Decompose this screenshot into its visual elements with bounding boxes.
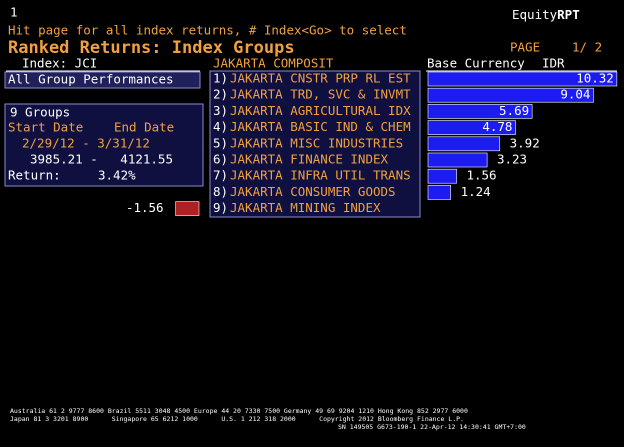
group-name[interactable]: JAKARTA BASIC IND & CHEM (230, 119, 411, 134)
group-name[interactable]: JAKARTA MINING INDEX (230, 200, 381, 215)
group-name[interactable]: JAKARTA TRD, SVC & INVMT (230, 87, 411, 102)
title: Ranked Returns: Index Groups (8, 38, 295, 58)
currency: IDR (542, 56, 565, 71)
bar (175, 201, 200, 216)
page-num: 1 (10, 5, 18, 20)
rank-number[interactable]: 4) (213, 119, 228, 134)
footer: Australia 61 2 9777 8600 Brazil 5511 304… (10, 407, 526, 431)
groups: 9 Groups (10, 105, 70, 120)
rank-number[interactable]: 5) (213, 135, 228, 150)
group-name[interactable]: JAKARTA FINANCE INDEX (230, 152, 389, 167)
value-label: 9.04 (560, 87, 590, 102)
ranking-box (209, 70, 421, 218)
brand-b: RPT (557, 7, 580, 22)
bar (427, 185, 451, 200)
page-of: 1/ 2 (572, 40, 602, 55)
bar (427, 120, 516, 135)
value-label: 3.23 (497, 152, 527, 167)
rank-number[interactable]: 3) (213, 103, 228, 118)
all-groups[interactable]: All Group Performances (8, 72, 174, 87)
start-label: Start Date (8, 120, 83, 135)
index-name: JAKARTA COMPOSIT (213, 56, 334, 71)
group-name[interactable]: JAKARTA CNSTR PRP RL EST (230, 71, 411, 86)
group-name[interactable]: JAKARTA INFRA UTIL TRANS (230, 168, 411, 183)
dates: 2/29/12 - 3/31/12 (22, 136, 150, 151)
group-name[interactable]: JAKARTA AGRICULTURAL IDX (230, 103, 411, 118)
value-label: 1.56 (466, 168, 496, 183)
value-label: 3.92 (510, 135, 540, 150)
rank-number[interactable]: 7) (213, 168, 228, 183)
rank-number[interactable]: 2) (213, 87, 228, 102)
footer-line: Japan 81 3 3201 8900 Singapore 65 6212 1… (10, 415, 464, 423)
brand-a: Equity (512, 7, 558, 22)
rank-number[interactable]: 6) (213, 152, 228, 167)
levels: 3985.21 - 4121.55 (30, 152, 173, 167)
bar (427, 87, 594, 103)
brand: EquityRPT (512, 7, 580, 22)
value-label: 4.78 (482, 119, 512, 134)
footer-line: Australia 61 2 9777 8600 Brazil 5511 304… (10, 407, 468, 415)
value-label: 1.24 (461, 184, 491, 199)
rank-number[interactable]: 9) (213, 200, 228, 215)
bar (427, 136, 501, 152)
return-value: 3.42% (98, 168, 136, 183)
rank-number[interactable]: 8) (213, 184, 228, 199)
rank-number[interactable]: 1) (213, 71, 228, 86)
bar (427, 152, 488, 168)
hint: Hit page for all index returns, # Index<… (8, 23, 407, 38)
value-label: -1.56 (126, 200, 164, 215)
ranking: 1) JAKARTA CNSTR PRP RL EST 10.322) JAKARTA… (126, 71, 618, 216)
index-label: Index: JCI (22, 56, 97, 71)
page-label: PAGE (510, 40, 540, 55)
footer-line: SN 149505 G673-190-1 22-Apr-12 14:30:41 … (338, 423, 526, 431)
bar (427, 168, 457, 184)
summary-box (4, 103, 204, 187)
end-label: End Date (114, 120, 174, 135)
bar (427, 71, 618, 87)
all-groups-box[interactable] (4, 71, 201, 89)
return-label: Return: (8, 168, 61, 183)
bar (427, 104, 533, 119)
value-label: 10.32 (576, 71, 614, 86)
currency-label: Base Currency (427, 56, 525, 71)
group-name[interactable]: JAKARTA MISC INDUSTRIES (230, 135, 403, 150)
value-label: 5.69 (499, 103, 529, 118)
group-name[interactable]: JAKARTA CONSUMER GOODS (230, 184, 396, 199)
